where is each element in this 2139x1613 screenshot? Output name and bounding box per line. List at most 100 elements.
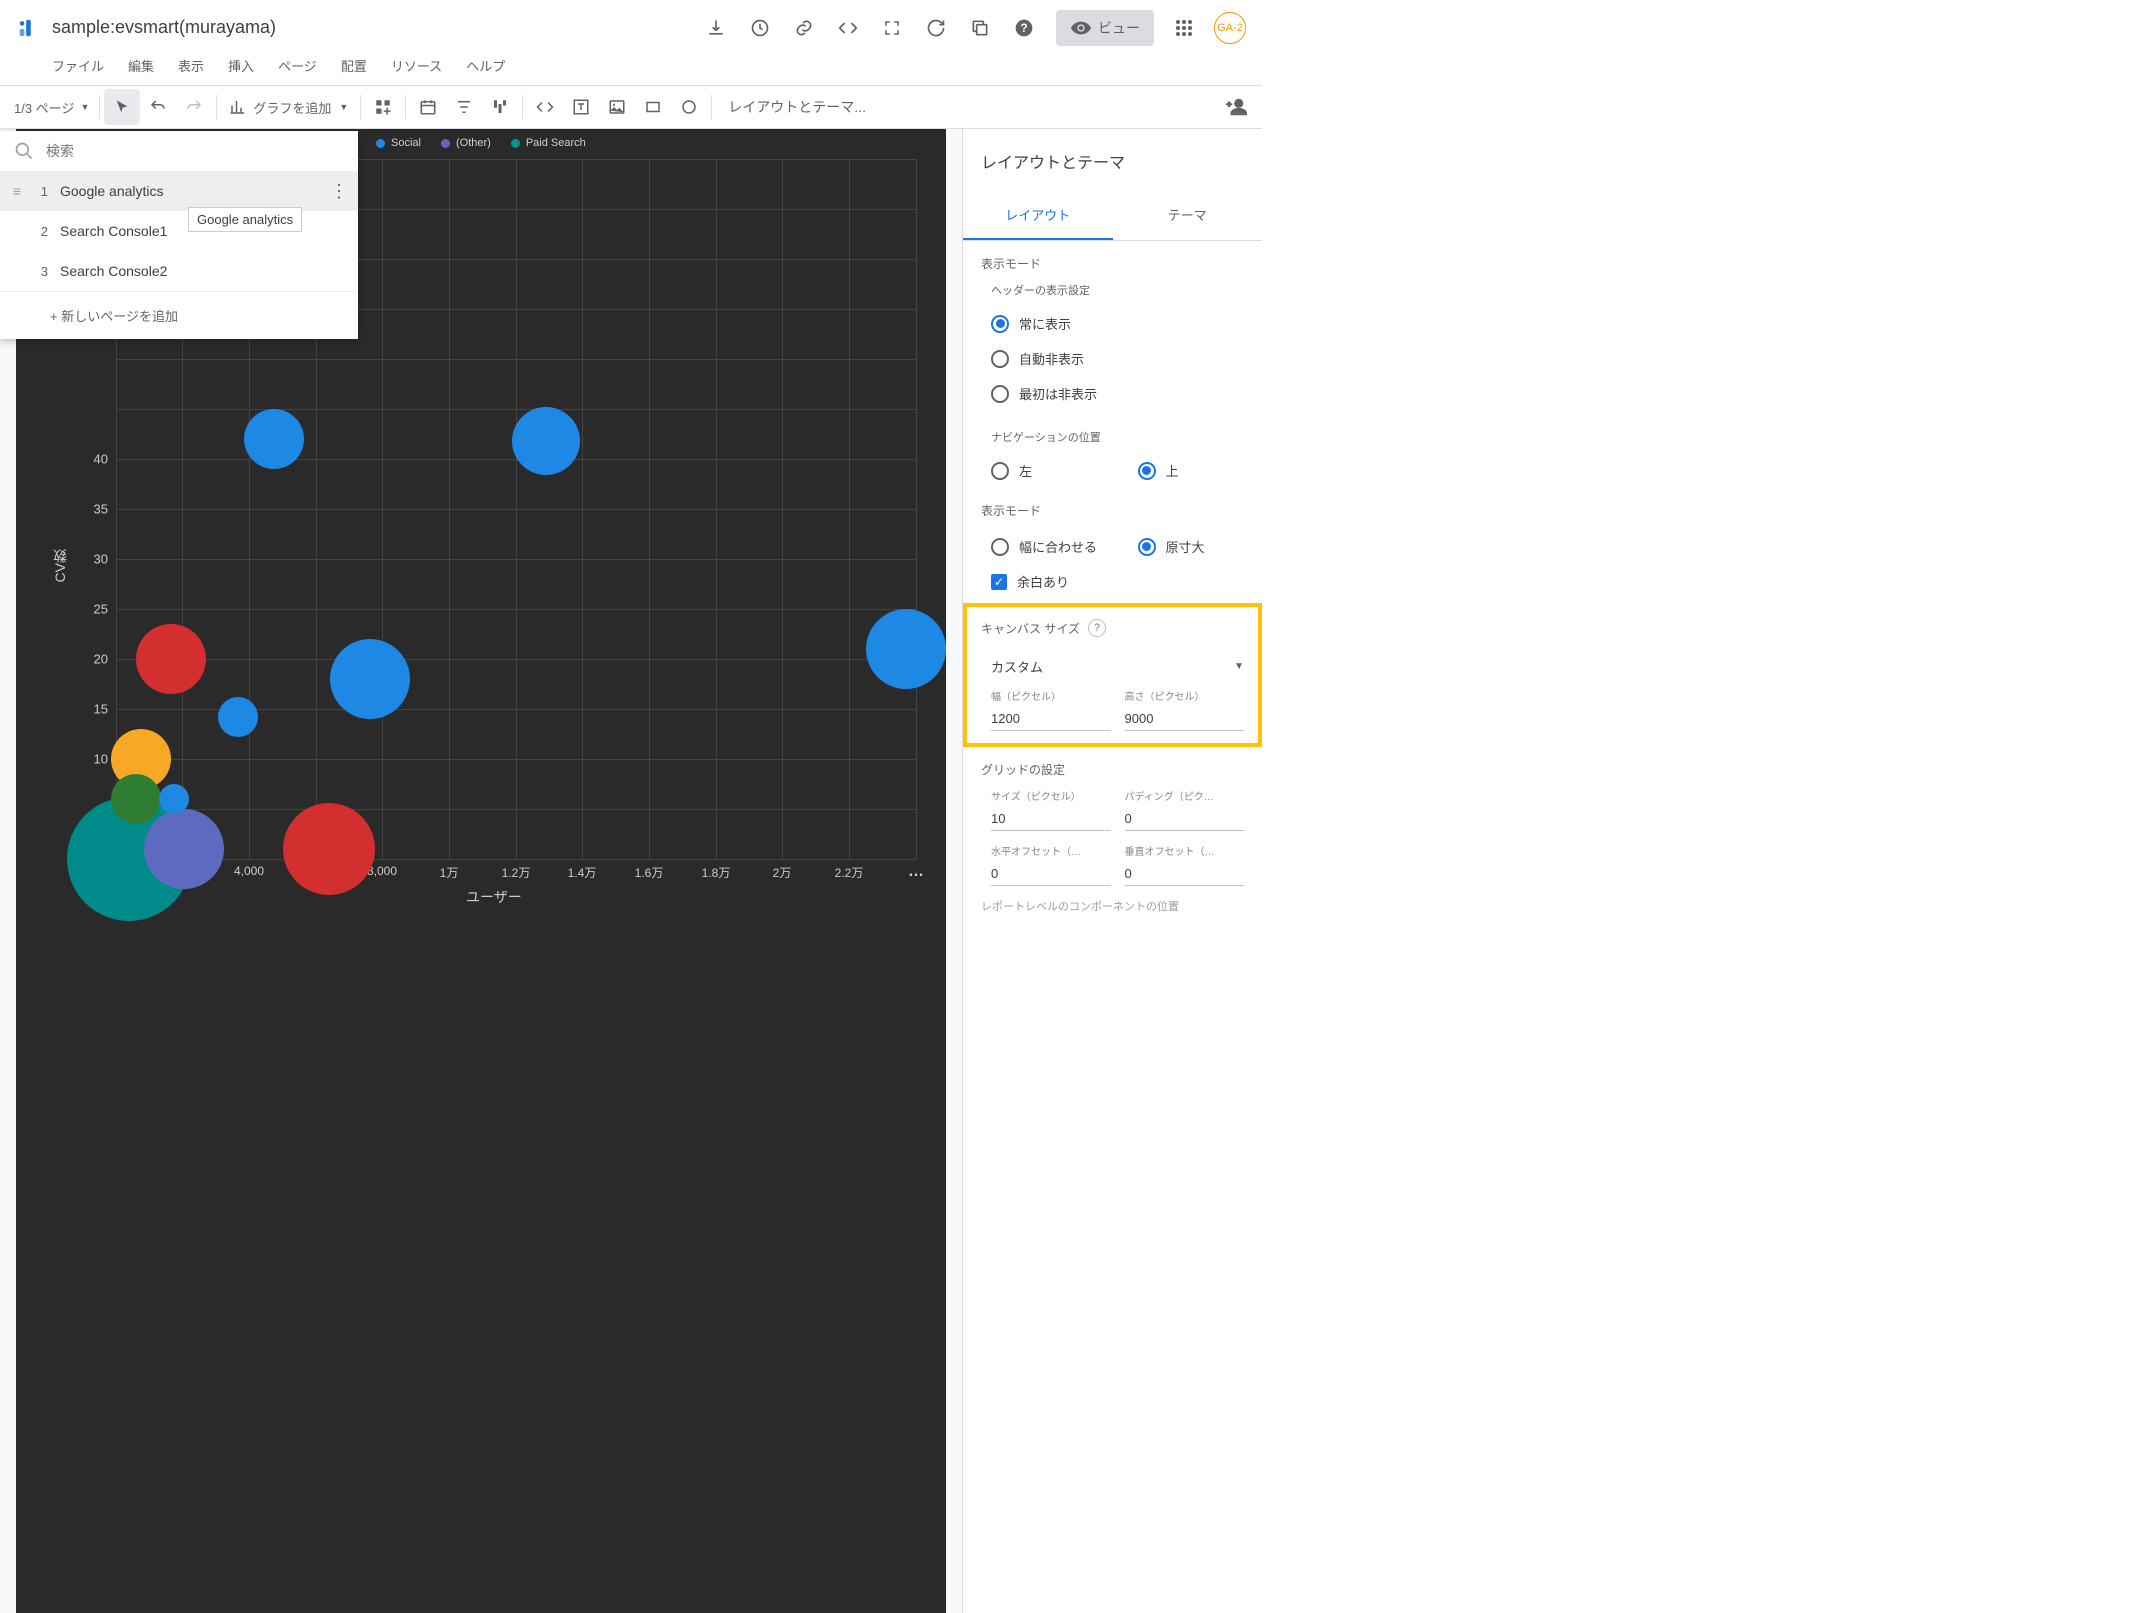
y-tick: 10 [68, 752, 108, 767]
page-search-input[interactable] [46, 143, 344, 159]
width-input[interactable]: 1200 [991, 707, 1111, 731]
svg-text:?: ? [1020, 22, 1027, 35]
text-icon[interactable] [563, 89, 599, 125]
x-tick: 1万 [440, 864, 459, 881]
y-axis-label: CV数 [50, 549, 70, 582]
tab-theme[interactable]: テーマ [1113, 191, 1263, 240]
canvas-size-section: キャンバス サイズ ? カスタム ▼ 幅（ピクセル） 1200 高さ（ピクセル）… [963, 603, 1262, 747]
add-people-icon[interactable] [1218, 89, 1254, 125]
menu-page[interactable]: ページ [278, 56, 317, 75]
image-icon[interactable] [599, 89, 635, 125]
radio-initially-hidden[interactable]: 最初は非表示 [981, 376, 1244, 411]
legend-item[interactable]: Paid Search [511, 137, 586, 149]
width-label: 幅（ピクセル） [991, 688, 1111, 703]
canvas-area[interactable]: Social(Other)Paid Search CV数 02,0004,000… [0, 129, 962, 1613]
history-icon[interactable] [740, 8, 780, 48]
copy-icon[interactable] [960, 8, 1000, 48]
chart-bubble[interactable] [159, 784, 189, 814]
chart-bubble[interactable] [218, 697, 258, 737]
x-tick: 2.2万 [835, 864, 864, 881]
radio-always-show[interactable]: 常に表示 [981, 306, 1244, 341]
checkbox-has-margin[interactable]: ✓余白あり [981, 564, 1244, 599]
h-offset-input[interactable]: 0 [991, 862, 1111, 886]
circle-icon[interactable] [671, 89, 707, 125]
embed-icon[interactable] [828, 8, 868, 48]
x-tick: 1.2万 [502, 864, 531, 881]
apps-icon[interactable] [1166, 10, 1202, 46]
v-offset-label: 垂直オフセット（… [1125, 843, 1245, 858]
url-embed-icon[interactable] [527, 89, 563, 125]
x-tick: 1.8万 [702, 864, 731, 881]
community-viz-icon[interactable] [365, 89, 401, 125]
radio-nav-left[interactable]: 左 [981, 453, 1098, 488]
h-offset-label: 水平オフセット（… [991, 843, 1111, 858]
radio-fit-width[interactable]: 幅に合わせる [981, 529, 1098, 564]
legend-item[interactable]: (Other) [441, 137, 491, 149]
page-item[interactable]: 2Search Console1 [0, 211, 358, 251]
user-avatar[interactable]: GA-2 [1214, 12, 1246, 44]
panel-title: レイアウトとテーマ [963, 129, 1262, 191]
chart-bubble[interactable] [330, 639, 410, 719]
menu-resource[interactable]: リソース [391, 56, 442, 75]
drag-handle-icon[interactable]: ≡ [10, 183, 24, 199]
select-tool[interactable] [104, 89, 140, 125]
y-tick: 30 [68, 552, 108, 567]
radio-auto-hide[interactable]: 自動非表示 [981, 341, 1244, 376]
chart-bubble[interactable] [512, 407, 580, 475]
add-chart-button[interactable]: グラフを追加 ▼ [221, 89, 356, 125]
v-offset-input[interactable]: 0 [1125, 862, 1245, 886]
chart-bubble[interactable] [144, 809, 224, 889]
app-logo [16, 16, 40, 40]
document-title[interactable]: sample:evsmart(murayama) [52, 17, 276, 38]
data-control-icon[interactable] [482, 89, 518, 125]
download-icon[interactable] [696, 8, 736, 48]
radio-actual-size[interactable]: 原寸大 [1128, 529, 1245, 564]
y-tick: 25 [68, 602, 108, 617]
chart-legend: Social (Other) Paid Search [376, 137, 586, 149]
more-icon[interactable]: ⋮ [330, 181, 348, 202]
search-icon [14, 141, 34, 161]
refresh-icon[interactable] [916, 8, 956, 48]
help-icon[interactable]: ? [1088, 619, 1106, 637]
view-button[interactable]: ビュー [1056, 10, 1154, 46]
chart-more-icon[interactable]: … [908, 863, 924, 881]
tab-layout[interactable]: レイアウト [963, 191, 1113, 240]
page-item[interactable]: ≡1Google analytics⋮ [0, 171, 358, 211]
fullscreen-icon[interactable] [872, 8, 912, 48]
legend-item[interactable]: Social [376, 137, 421, 149]
bubble-chart[interactable]: Social(Other)Paid Search CV数 02,0004,000… [16, 129, 946, 1613]
link-icon[interactable] [784, 8, 824, 48]
filter-icon[interactable] [446, 89, 482, 125]
menu-view[interactable]: 表示 [178, 56, 204, 75]
menu-insert[interactable]: 挿入 [228, 56, 254, 75]
padding-input[interactable]: 0 [1125, 807, 1245, 831]
height-label: 高さ（ピクセル） [1125, 688, 1245, 703]
x-tick: 2万 [773, 864, 792, 881]
add-page-button[interactable]: + 新しいページを追加 [0, 291, 358, 339]
toolbar: 1/3 ページ▼ グラフを追加 ▼ レイアウトとテーマ... [0, 85, 1262, 129]
menu-edit[interactable]: 編集 [128, 56, 154, 75]
y-tick: 40 [68, 452, 108, 467]
radio-nav-top[interactable]: 上 [1128, 453, 1245, 488]
help-icon[interactable]: ? [1004, 8, 1044, 48]
canvas-size-select[interactable]: カスタム ▼ [981, 651, 1244, 688]
chart-bubble[interactable] [283, 803, 375, 895]
page-indicator[interactable]: 1/3 ページ▼ [8, 98, 95, 117]
menu-file[interactable]: ファイル [52, 56, 104, 75]
date-range-icon[interactable] [410, 89, 446, 125]
menu-arrange[interactable]: 配置 [341, 56, 367, 75]
layout-theme-button[interactable]: レイアウトとテーマ... [716, 97, 866, 117]
redo-button[interactable] [176, 89, 212, 125]
undo-button[interactable] [140, 89, 176, 125]
chart-bubble[interactable] [111, 774, 161, 824]
rectangle-icon[interactable] [635, 89, 671, 125]
chart-bubble[interactable] [136, 624, 206, 694]
x-tick: 1.4万 [568, 864, 597, 881]
display-mode2-label: 表示モード [981, 502, 1244, 519]
height-input[interactable]: 9000 [1125, 707, 1245, 731]
chart-bubble[interactable] [244, 409, 304, 469]
page-item[interactable]: 3Search Console2 [0, 251, 358, 291]
grid-size-input[interactable]: 10 [991, 807, 1111, 831]
chart-bubble[interactable] [866, 609, 946, 689]
menu-help[interactable]: ヘルプ [466, 56, 505, 75]
